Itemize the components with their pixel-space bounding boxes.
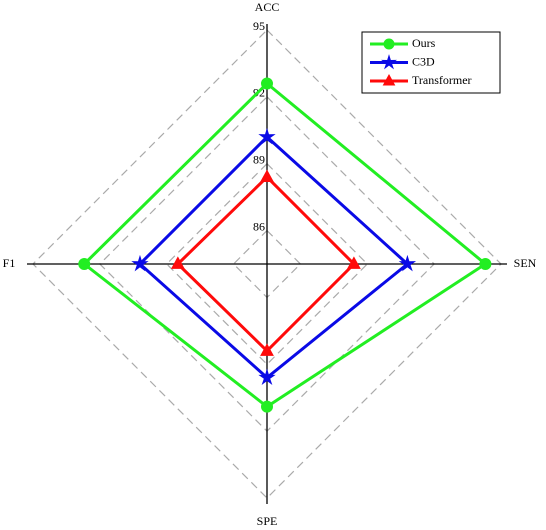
- marker: [258, 368, 276, 386]
- legend-label: Transformer: [412, 73, 472, 87]
- r-tick-label: 95: [253, 19, 265, 33]
- marker: [261, 77, 273, 90]
- category-label: SEN: [514, 256, 537, 270]
- marker: [261, 400, 273, 413]
- category-label: F1: [3, 256, 16, 270]
- marker: [383, 38, 395, 50]
- marker: [131, 254, 149, 272]
- category-label: ACC: [255, 0, 280, 14]
- category-label: SPE: [257, 514, 278, 528]
- grid-ring: [165, 162, 369, 366]
- marker: [260, 343, 274, 356]
- marker: [347, 256, 361, 269]
- series-line: [81, 81, 488, 409]
- r-tick-label: 86: [253, 219, 265, 233]
- marker: [380, 54, 398, 70]
- marker: [258, 127, 276, 145]
- marker: [170, 256, 185, 269]
- marker: [260, 169, 274, 182]
- marker: [398, 254, 417, 272]
- marker: [382, 73, 396, 86]
- marker: [78, 258, 91, 270]
- marker: [479, 258, 492, 270]
- r-tick-label: 89: [253, 152, 265, 166]
- legend-label: Ours: [412, 36, 436, 50]
- legend-label: C3D: [412, 54, 435, 68]
